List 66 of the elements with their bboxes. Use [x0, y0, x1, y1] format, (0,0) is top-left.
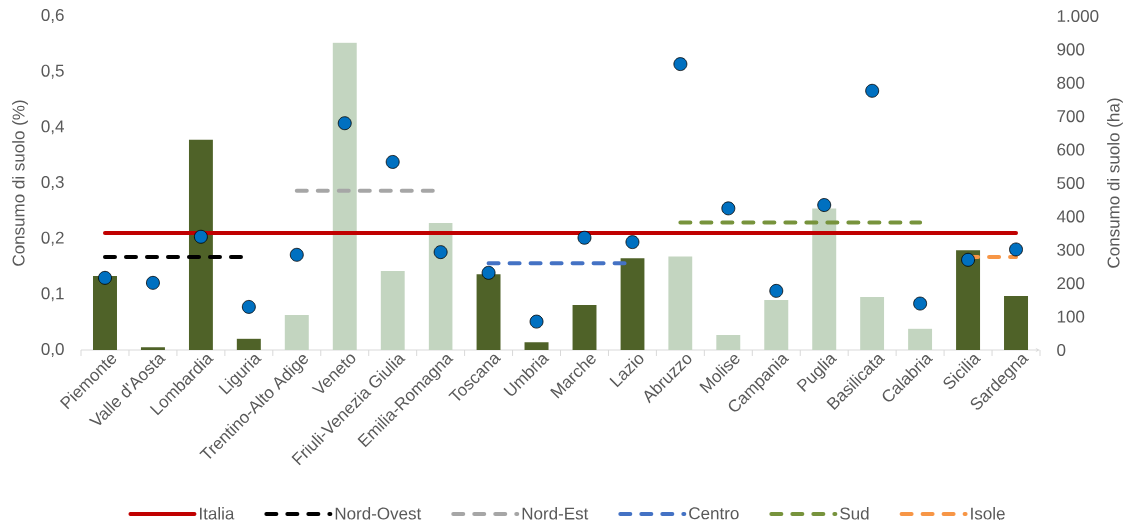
y2-tick-label: 100: [1057, 310, 1085, 323]
legend-label: Italia: [200, 507, 235, 520]
legend-label: Nord-Ovest: [335, 507, 422, 520]
y-tick-label: 0,0: [41, 342, 64, 358]
point: [673, 57, 688, 71]
legend-label: Nord-Est: [522, 507, 589, 520]
point: [577, 230, 592, 245]
bar: [524, 342, 549, 350]
bar: [764, 299, 789, 350]
point: [529, 314, 544, 329]
point: [98, 270, 112, 285]
y2-tick-label: 400: [1056, 210, 1085, 223]
y2-tick-label: 300: [1057, 243, 1085, 256]
point: [913, 296, 928, 311]
point: [146, 275, 160, 290]
y2-tick-label: 900: [1057, 43, 1085, 56]
bar: [620, 258, 645, 350]
bar: [236, 338, 261, 350]
y-tick-label: 0,2: [41, 231, 64, 246]
y2-tick-label: 500: [1057, 176, 1085, 190]
point: [337, 116, 352, 131]
y2-tick-label: 0: [1057, 343, 1066, 357]
y2-tick-label: 800: [1057, 76, 1085, 89]
legend-label: Centro: [689, 507, 739, 520]
point: [721, 201, 736, 216]
point: [817, 198, 832, 212]
bar: [332, 42, 357, 350]
legend-label: Isole: [971, 507, 1005, 520]
point: [1009, 242, 1023, 257]
point: [625, 235, 640, 250]
y-tick-label: 0,4: [41, 120, 64, 135]
y2-tick-label: 200: [1057, 277, 1085, 290]
bar: [428, 223, 453, 350]
bar: [92, 275, 117, 350]
y-axis-title: Consumo di suolo (%): [12, 100, 28, 266]
legend-label: Sud: [840, 507, 869, 520]
bar: [284, 314, 309, 350]
y-tick-label: 0,1: [41, 287, 64, 302]
y2-axis-title: Consumo di suolo (ha): [1107, 98, 1123, 268]
bar: [1004, 295, 1029, 350]
y-tick-label: 0,5: [41, 64, 64, 79]
point: [961, 252, 975, 267]
bar: [140, 347, 165, 350]
point: [289, 247, 304, 262]
bar: [908, 328, 933, 350]
bar: [572, 304, 597, 350]
point: [193, 229, 208, 244]
y2-tick-label: 1.000: [1057, 9, 1099, 23]
point: [769, 283, 784, 298]
point: [481, 265, 496, 280]
y2-tick-label: 700: [1057, 110, 1085, 123]
bar: [716, 334, 741, 350]
point: [385, 155, 400, 169]
point: [433, 245, 448, 260]
point: [241, 300, 256, 314]
bar: [812, 208, 837, 350]
bar: [956, 250, 981, 350]
bar: [380, 270, 405, 350]
bar: [668, 256, 693, 350]
y-tick-label: 0,6: [41, 8, 64, 24]
y2-tick-label: 600: [1057, 143, 1085, 156]
point: [865, 83, 880, 98]
bar: [188, 139, 213, 350]
y-tick-label: 0,3: [41, 175, 64, 191]
bar: [860, 297, 885, 350]
bar: [476, 274, 501, 350]
